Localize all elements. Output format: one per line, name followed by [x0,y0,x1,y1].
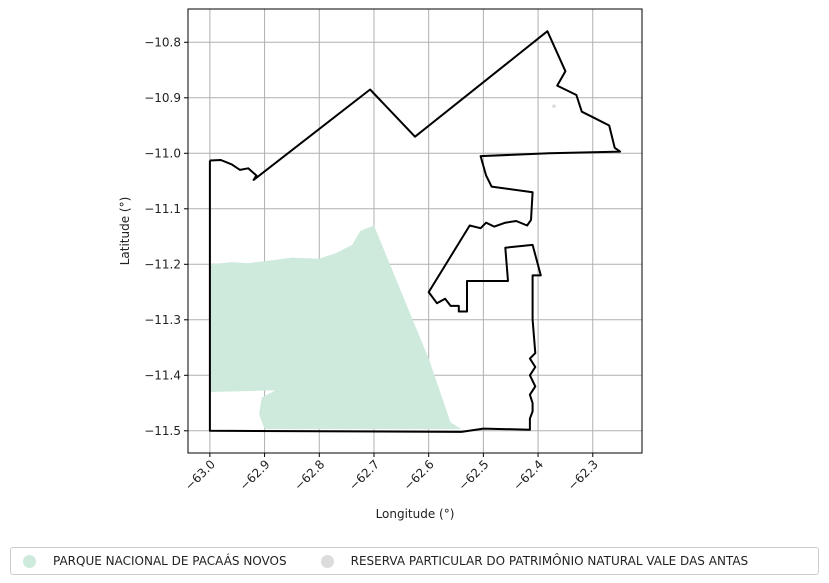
y-axis-ticks: −10.8 −10.9 −11.0 −11.1 −11.2 −11.3 −11.4 −11.5 [144,35,188,438]
y-tick-label-1: −10.9 [144,91,181,105]
x-tick-label-6: −62.4 [510,457,546,493]
x-tick-label-3: −62.7 [346,457,382,493]
x-tick-label-7: −62.3 [565,457,601,493]
legend-swatch-parque [23,554,36,568]
x-tick-label-5: −62.5 [456,457,492,493]
area-reserva-vale-das-antas [552,104,556,108]
x-axis-ticks: −63.0 −62.9 −62.8 −62.7 −62.6 −62.5 −62.4 −62.3 [182,453,601,493]
area-parque-nacional-pacaas-novos [209,225,462,430]
legend-item-parque: PARQUE NACIONAL DE PACAÁS NOVOS [23,554,287,568]
boundary-lines [208,30,622,433]
y-tick-label-6: −11.4 [144,368,181,382]
protected-areas [209,104,556,430]
y-axis-label: Latitude (°) [118,197,132,266]
boundary-outline-0 [208,30,622,433]
legend-label-parque: PARQUE NACIONAL DE PACAÁS NOVOS [53,554,287,568]
y-tick-label-5: −11.3 [144,313,181,327]
legend-item-reserva: RESERVA PARTICULAR DO PATRIMÔNIO NATURAL… [320,554,749,568]
x-tick-label-0: −63.0 [182,457,218,493]
x-tick-label-2: −62.8 [291,457,327,493]
y-tick-label-4: −11.2 [144,257,181,271]
y-tick-label-0: −10.8 [144,35,181,49]
plot-frame [187,8,643,454]
legend: PARQUE NACIONAL DE PACAÁS NOVOS RESERVA … [10,547,819,575]
y-tick-label-3: −11.1 [144,202,181,216]
x-axis-label: Longitude (°) [376,507,455,521]
legend-label-reserva: RESERVA PARTICULAR DO PATRIMÔNIO NATURAL… [350,554,749,568]
legend-swatch-reserva [320,554,334,568]
y-tick-label-7: −11.5 [144,424,181,438]
x-tick-label-1: −62.9 [237,457,273,493]
x-tick-label-4: −62.6 [401,457,437,493]
y-tick-label-2: −11.0 [144,146,181,160]
